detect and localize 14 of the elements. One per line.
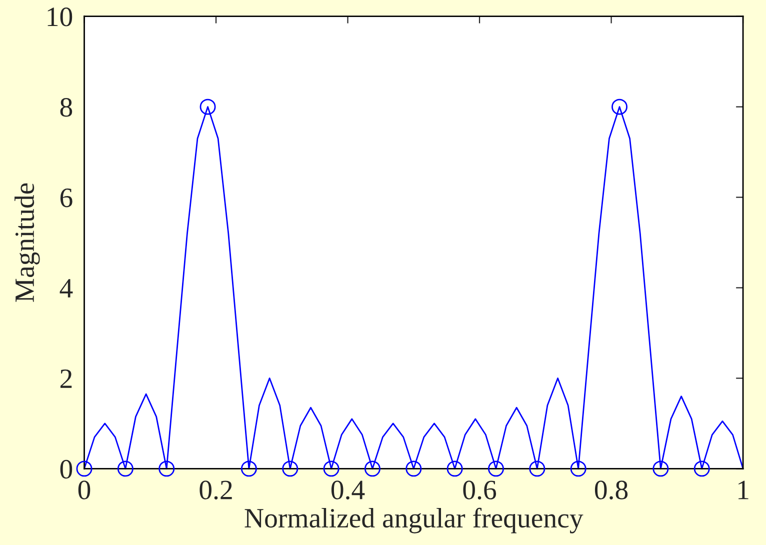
y-tick-label: 10 (48, 8, 72, 26)
x-tick-label: 1 (738, 480, 748, 500)
y-tick-label: 8 (60, 98, 72, 117)
y-tick-label: 6 (60, 188, 72, 208)
x-axis-title: Normalized angular frequency (244, 508, 584, 534)
x-tick-label: 0.6 (463, 480, 496, 500)
y-tick-label: 4 (60, 279, 73, 298)
y-tick-label: 0 (60, 460, 72, 479)
x-tick-label: 0.4 (331, 480, 365, 500)
x-tick-label: 0.2 (200, 480, 232, 500)
y-tick-label: 2 (60, 369, 72, 388)
x-tick-label: 0 (78, 480, 90, 500)
x-tick-label: 0.8 (594, 480, 628, 500)
y-axis-title: Magnitude (14, 183, 40, 302)
